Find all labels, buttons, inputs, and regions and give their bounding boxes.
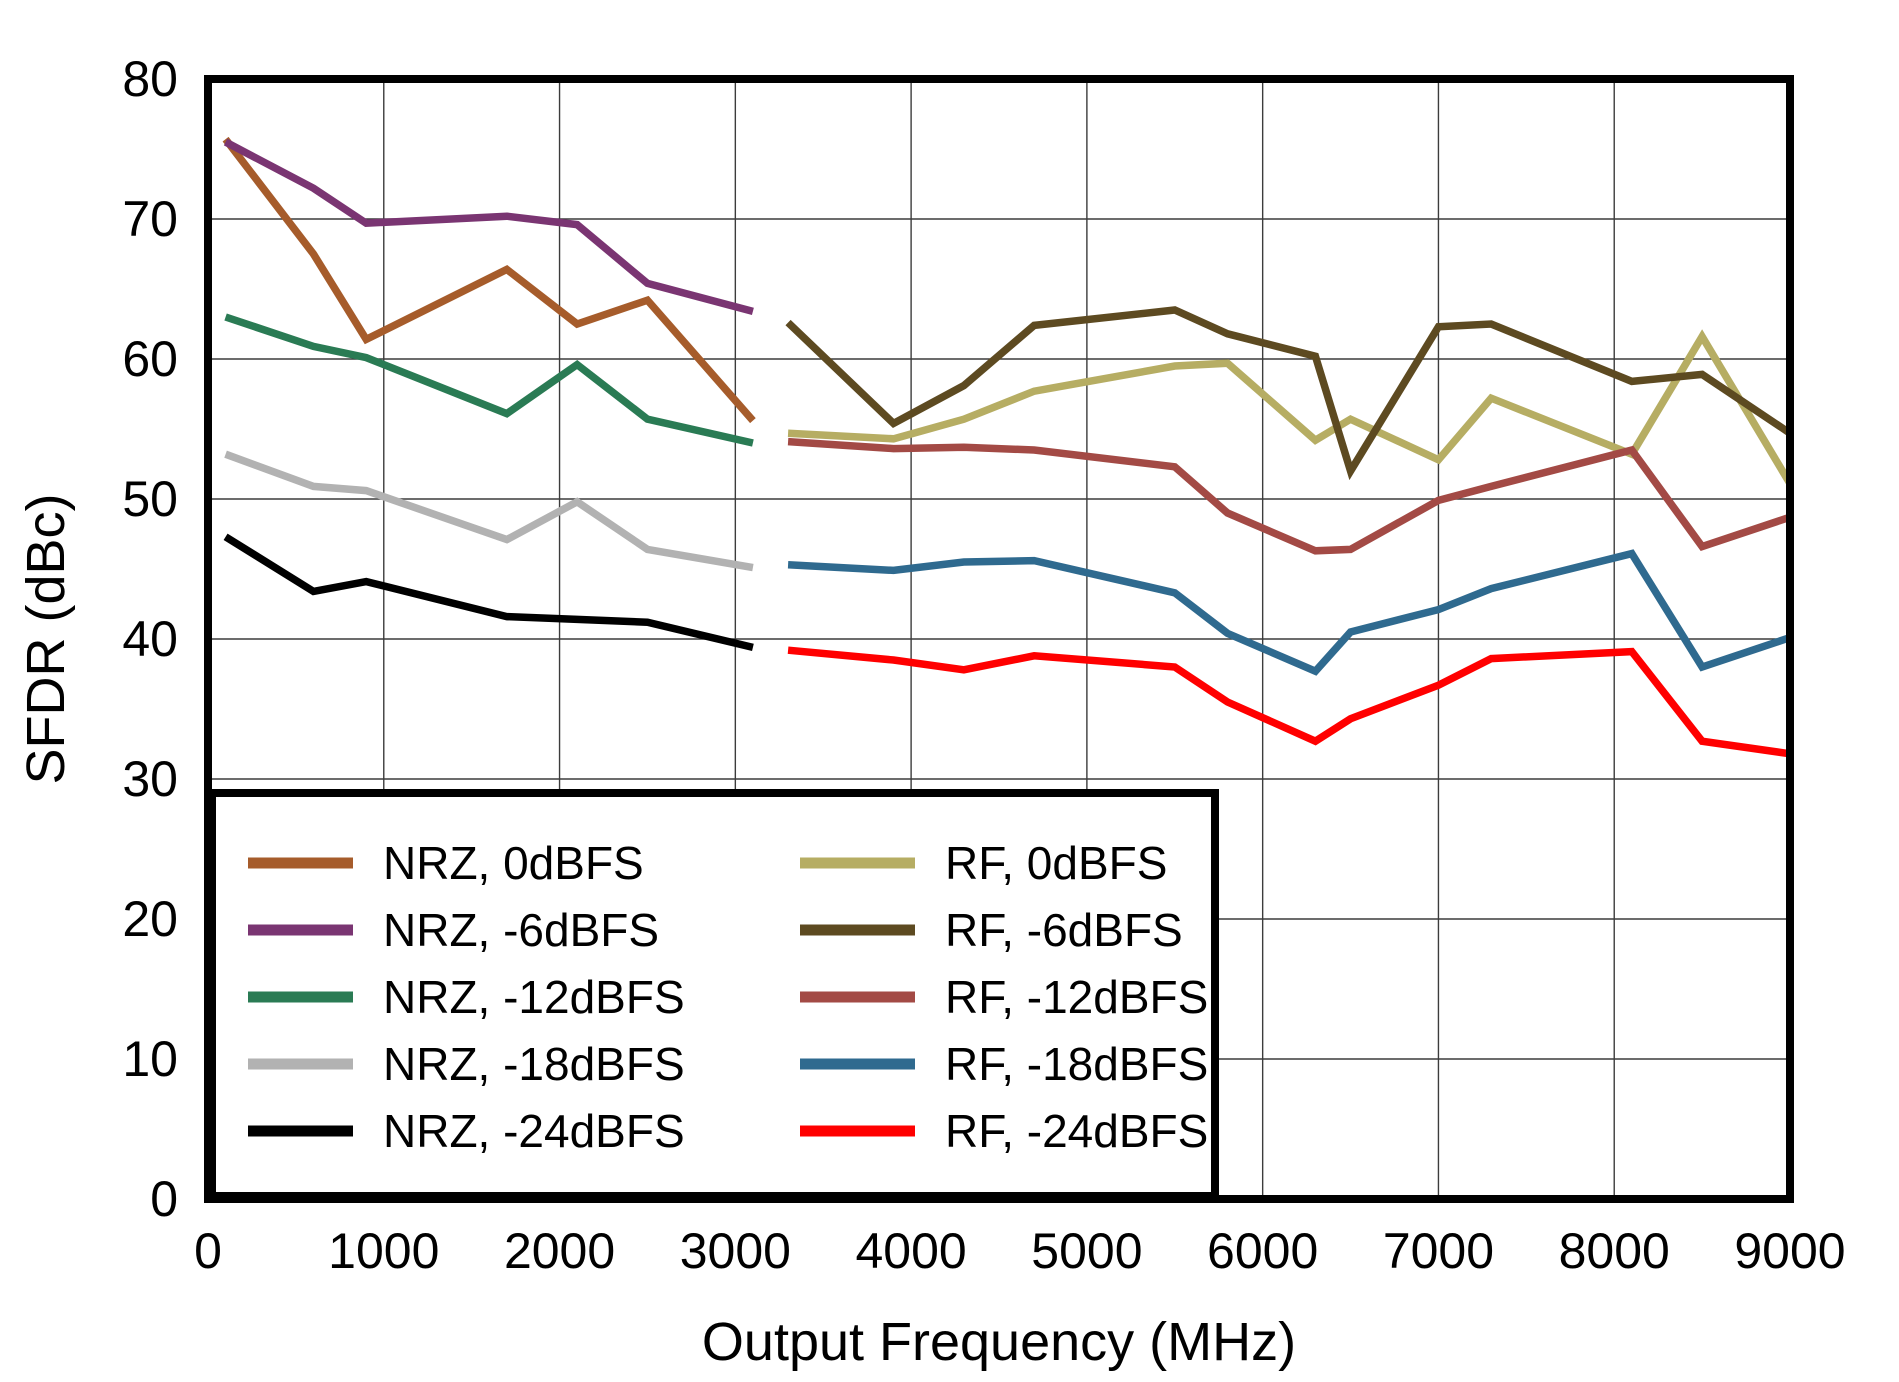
- legend-label-rf-24dbfs: RF, -24dBFS: [945, 1105, 1208, 1157]
- y-tick-label-0: 0: [150, 1171, 178, 1227]
- series-line-nrz-6dbfs: [223, 138, 754, 316]
- y-tick-label-70: 70: [122, 191, 178, 247]
- x-tick-label-0: 0: [194, 1223, 222, 1279]
- x-tick-label-9000: 9000: [1734, 1223, 1845, 1279]
- legend-label-nrz-6dbfs: NRZ, -6dBFS: [383, 904, 659, 956]
- x-tick-label-7000: 7000: [1383, 1223, 1494, 1279]
- y-tick-label-50: 50: [122, 471, 178, 527]
- x-tick-label-4000: 4000: [855, 1223, 966, 1279]
- legend-label-nrz-24dbfs: NRZ, -24dBFS: [383, 1105, 685, 1157]
- legend-label-rf-12dbfs: RF, -12dBFS: [945, 971, 1208, 1023]
- series-line-nrz-0dbfs: [222, 136, 756, 424]
- series-line-rf-18dbfs: [787, 549, 1792, 676]
- series-line-rf-24dbfs: [787, 646, 1791, 758]
- series-line-rf-12dbfs: [787, 437, 1792, 555]
- series-line-nrz-24dbfs: [223, 533, 754, 652]
- x-tick-label-3000: 3000: [680, 1223, 791, 1279]
- y-tick-label-30: 30: [122, 751, 178, 807]
- y-axis-title: SFDR (dBc): [16, 493, 76, 784]
- y-tick-label-10: 10: [122, 1031, 178, 1087]
- y-tick-label-20: 20: [122, 891, 178, 947]
- plot-border: [204, 75, 1794, 1203]
- legend-label-rf-18dbfs: RF, -18dBFS: [945, 1038, 1208, 1090]
- series-line-rf-6dbfs: [785, 306, 1793, 481]
- x-axis-title: Output Frequency (MHz): [702, 1312, 1296, 1372]
- legend: NRZ, 0dBFS NRZ, -6dBFS NRZ, -12dBFS NRZ, -1…: [208, 789, 1219, 1200]
- y-tick-label-80: 80: [122, 51, 178, 107]
- legend-label-nrz-12dbfs: NRZ, -12dBFS: [383, 971, 685, 1023]
- y-tick-label-40: 40: [122, 611, 178, 667]
- x-axis-tick-labels: 0 1000 2000 3000 4000 5000 6000 7000 8000 9000: [194, 1223, 1846, 1279]
- series-lines: [222, 136, 1794, 758]
- x-tick-label-5000: 5000: [1031, 1223, 1142, 1279]
- legend-label-rf-0dbfs: RF, 0dBFS: [945, 837, 1167, 889]
- series-line-nrz-18dbfs: [224, 450, 754, 572]
- x-tick-label-2000: 2000: [504, 1223, 615, 1279]
- x-tick-label-1000: 1000: [328, 1223, 439, 1279]
- series-line-nrz-12dbfs: [224, 313, 754, 447]
- x-tick-label-8000: 8000: [1559, 1223, 1670, 1279]
- x-tick-label-6000: 6000: [1207, 1223, 1318, 1279]
- legend-label-nrz-18dbfs: NRZ, -18dBFS: [383, 1038, 685, 1090]
- y-tick-label-60: 60: [122, 331, 178, 387]
- y-axis-tick-labels: 0 10 20 30 40 50 60 70 80: [122, 51, 178, 1227]
- legend-label-nrz-0dbfs: NRZ, 0dBFS: [383, 837, 644, 889]
- legend-label-rf-6dbfs: RF, -6dBFS: [945, 904, 1183, 956]
